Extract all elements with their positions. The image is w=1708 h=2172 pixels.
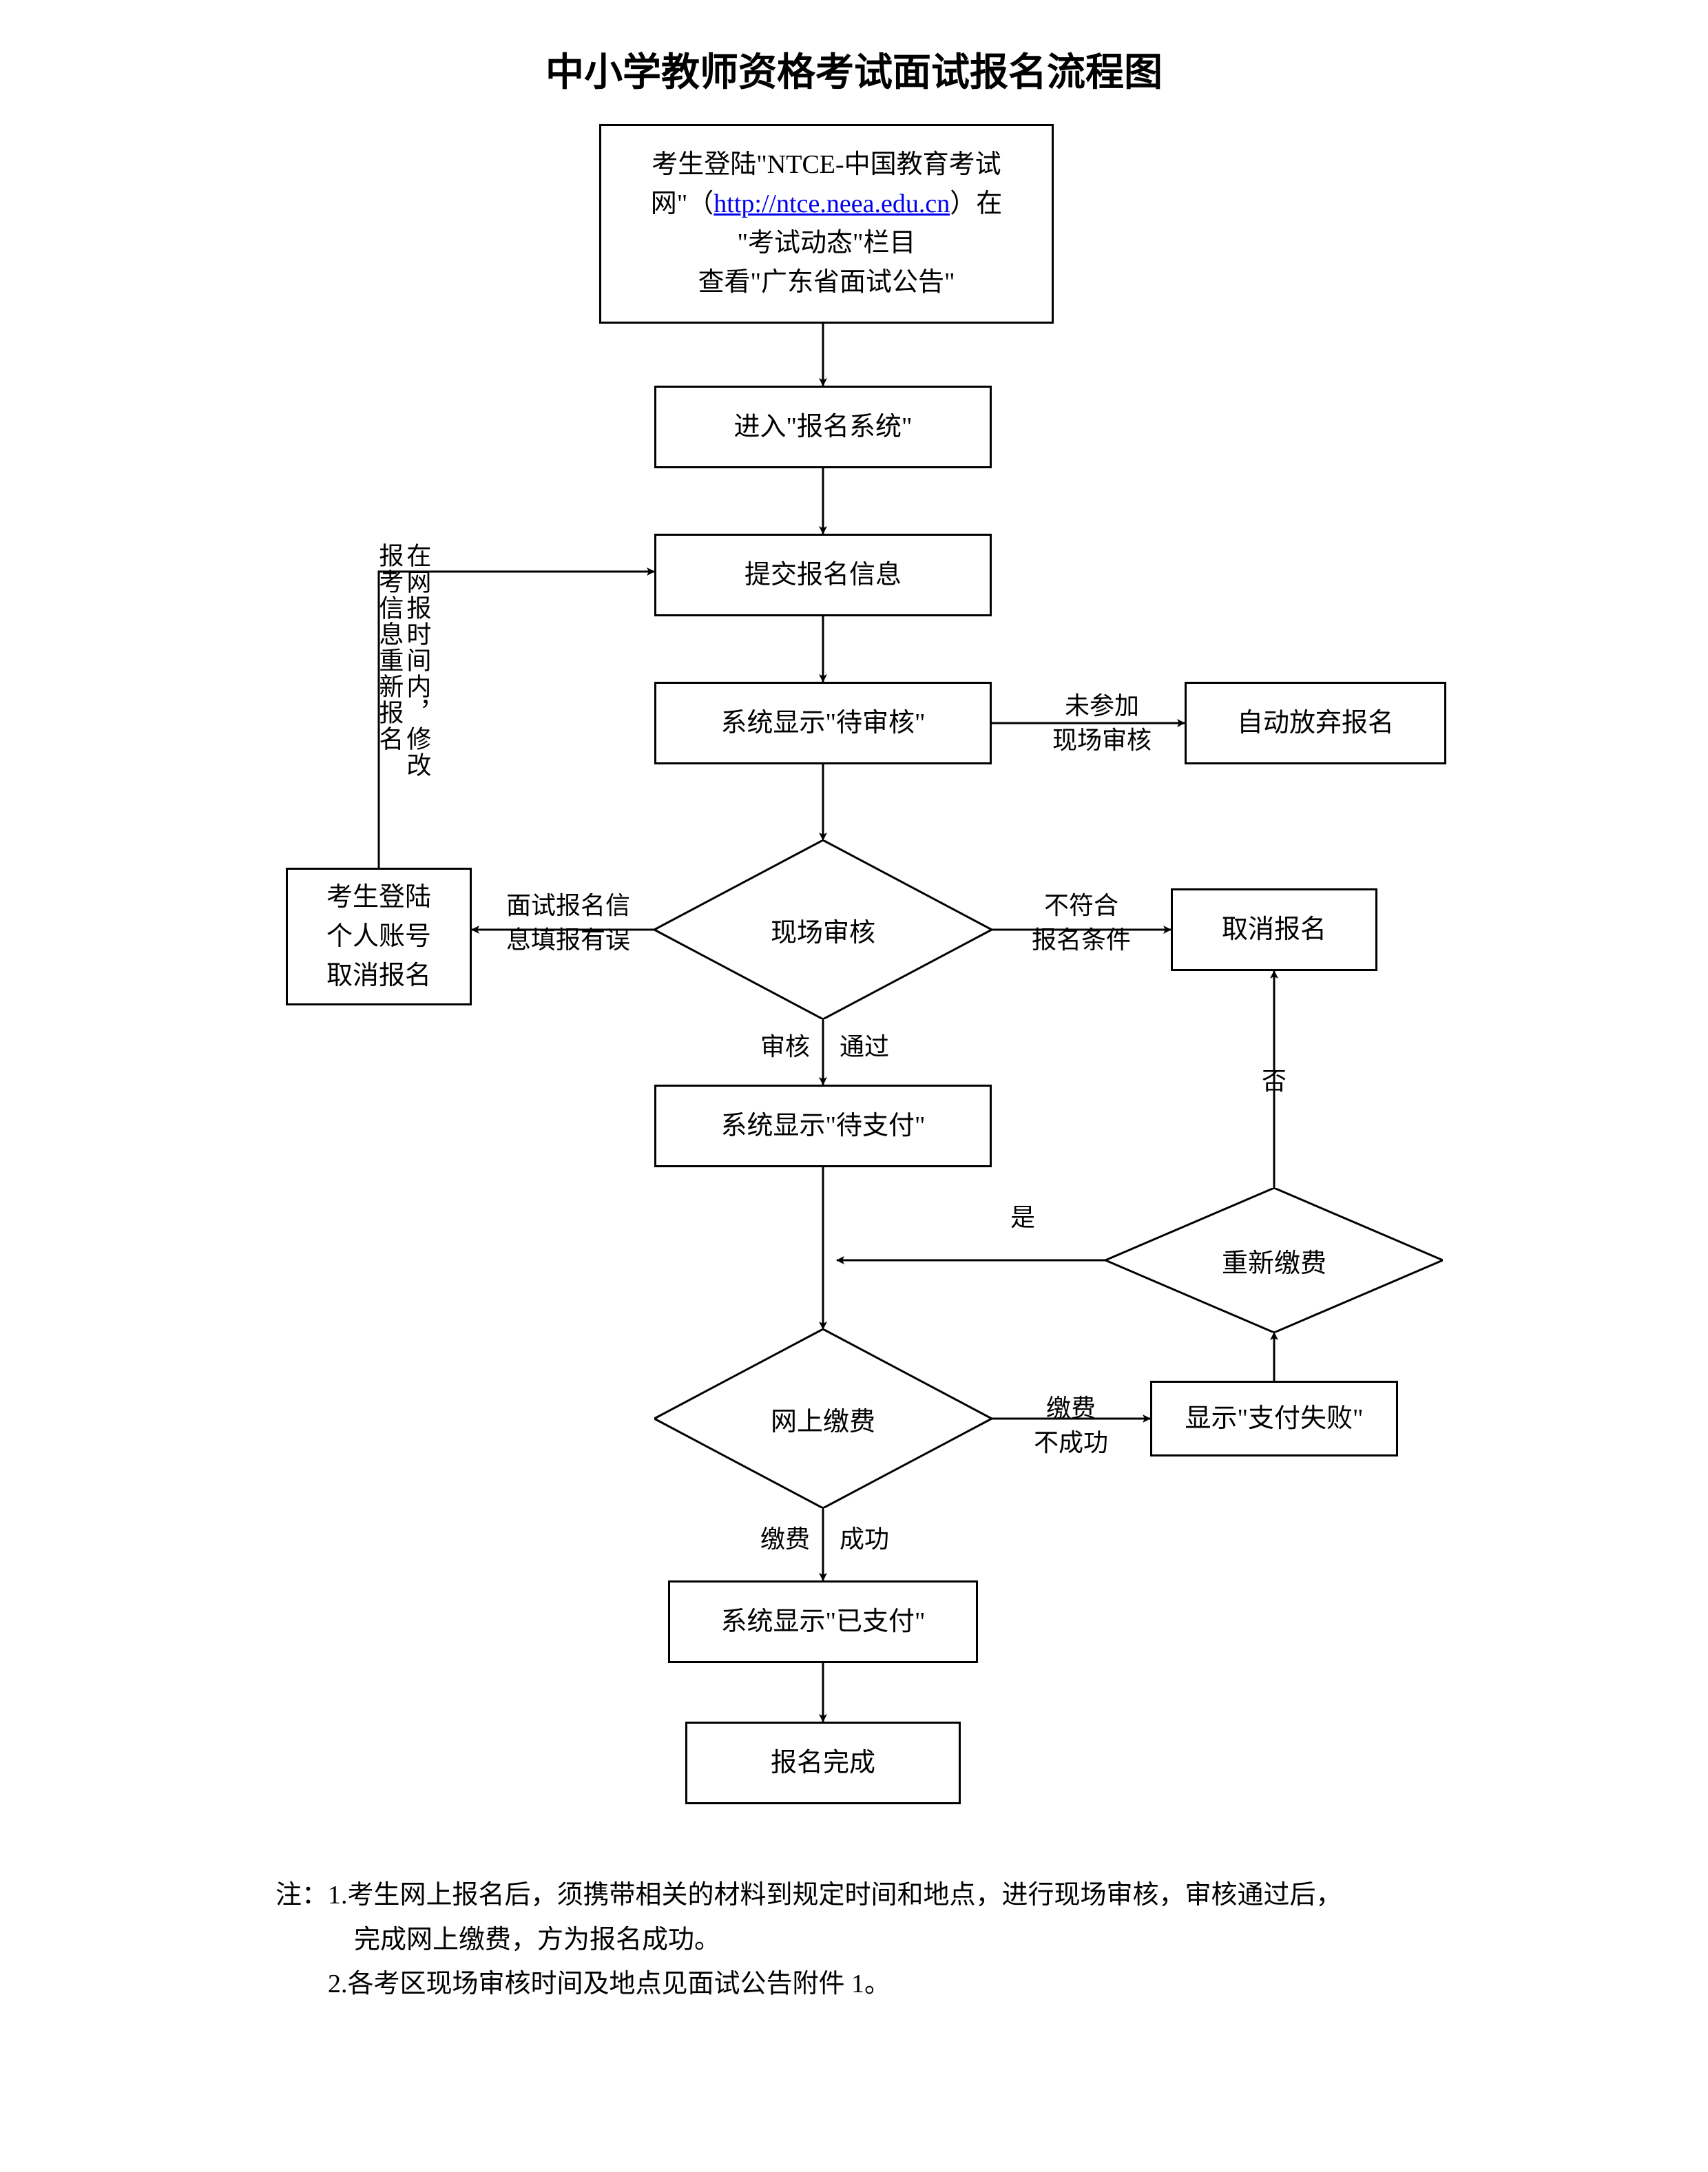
label-yes: 是 <box>1002 1200 1043 1235</box>
node-cancel-login: 考生登陆 个人账号 取消报名 <box>286 868 472 1005</box>
node1-line2-post: ）在 <box>950 189 1002 218</box>
label-pay-fail: 缴费 不成功 <box>1012 1391 1129 1461</box>
notes-line1b: 完成网上缴费，方为报名成功。 <box>328 1918 1446 1963</box>
label-pay-success1: 缴费 <box>751 1522 820 1556</box>
ntce-link[interactable]: http://ntce.neea.edu.cn <box>714 189 950 218</box>
label-review-pass1: 审核 <box>751 1030 820 1064</box>
label-info-wrong: 面试报名信 息填报有误 <box>489 888 647 958</box>
notes-prefix: 注： <box>275 1873 328 2007</box>
node-pay-failed: 显示"支付失败" <box>1150 1381 1398 1456</box>
node-paid: 系统显示"已支付" <box>668 1580 978 1663</box>
label-not-qualified: 不符合 报名条件 <box>1012 888 1150 958</box>
label-review-pass2: 通过 <box>830 1030 899 1064</box>
node1-line2: 网"（http://ntce.neea.edu.cn）在 <box>651 185 1002 224</box>
node-submit-info: 提交报名信息 <box>654 534 992 616</box>
notes-line2: 2.各考区现场审核时间及地点见面试公告附件 1。 <box>328 1962 1446 2007</box>
node1-line3: "考试动态"栏目 <box>651 224 1002 263</box>
notes: 注： 1.考生网上报名后，须携带相关的材料到规定时间和地点，进行现场审核，审核通… <box>275 1873 1446 2007</box>
label-not-attend: 未参加 现场审核 <box>1033 689 1171 758</box>
node-cancel-signup: 取消报名 <box>1171 888 1377 971</box>
page: 中小学教师资格考试面试报名流程图 考生登陆"NTCE-中国教育考试 网"（htt… <box>0 0 1708 2172</box>
node1-line2-pre: 网"（ <box>651 189 714 218</box>
notes-line1: 1.考生网上报名后，须携带相关的材料到规定时间和地点，进行现场审核，审核通过后， <box>328 1873 1446 1918</box>
node-login-ntce: 考生登陆"NTCE-中国教育考试 网"（http://ntce.neea.edu… <box>599 124 1054 324</box>
node-pending-review: 系统显示"待审核" <box>654 682 992 764</box>
node-pending-payment: 系统显示"待支付" <box>654 1085 992 1167</box>
node-auto-abandon: 自动放弃报名 <box>1185 682 1446 764</box>
diamond-repay-text: 重新缴费 <box>1105 1188 1443 1333</box>
label-pay-success2: 成功 <box>830 1522 899 1556</box>
label-no: 否 <box>1253 1064 1295 1098</box>
node1-line4: 查看"广东省面试公告" <box>651 263 1002 302</box>
node1-line1: 考生登陆"NTCE-中国教育考试 <box>651 145 1002 185</box>
node-enter-system: 进入"报名系统" <box>654 386 992 468</box>
node-complete: 报名完成 <box>685 1722 961 1804</box>
page-title: 中小学教师资格考试面试报名流程图 <box>441 41 1267 97</box>
diamond-online-pay-text: 网上缴费 <box>654 1329 992 1508</box>
diamond-onsite-review-text: 现场审核 <box>654 840 992 1019</box>
